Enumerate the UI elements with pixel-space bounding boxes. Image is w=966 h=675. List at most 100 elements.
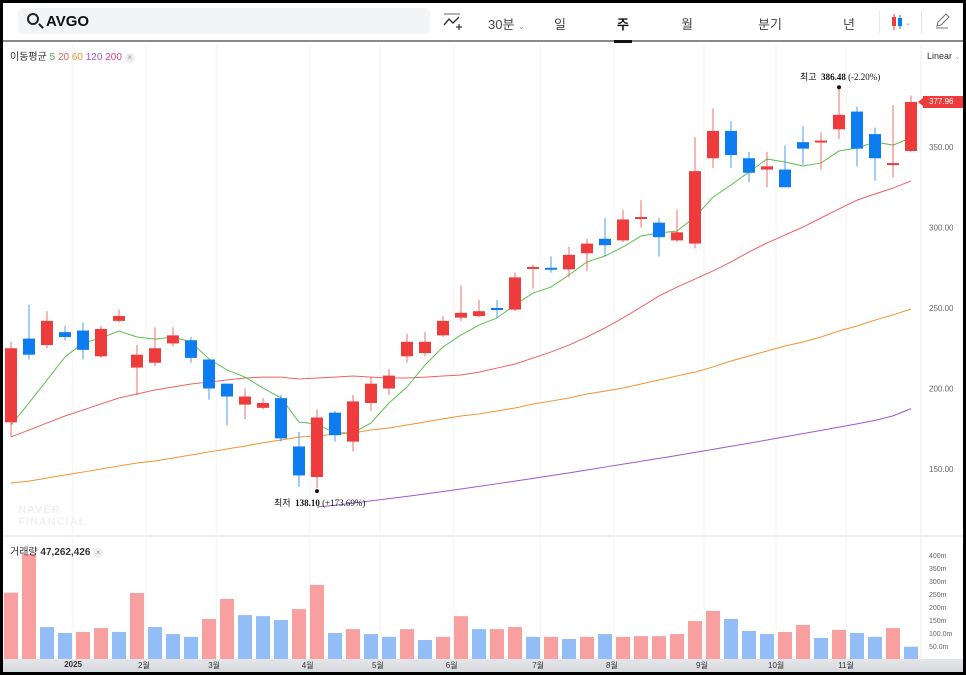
pencil-icon[interactable] <box>934 13 950 29</box>
volume-bar <box>454 616 468 659</box>
candle-body <box>905 101 917 152</box>
ma-period-20: 20 <box>57 52 70 63</box>
candle-body <box>617 219 629 241</box>
tab-week[interactable]: 주 <box>617 17 629 32</box>
volume-bar <box>616 636 630 659</box>
volume-bar <box>832 629 846 659</box>
volume-bar <box>706 610 720 659</box>
volume-tick-label: 50.0m <box>929 644 949 651</box>
candle-body <box>113 316 125 321</box>
volume-bar <box>580 636 594 659</box>
candle-body <box>797 142 809 149</box>
candle-body <box>23 338 35 355</box>
volume-bar <box>400 629 414 659</box>
volume-bar <box>742 630 756 659</box>
volume-bar <box>796 624 810 659</box>
candle-body <box>671 232 683 241</box>
volume-bar <box>238 615 252 659</box>
candle-body <box>725 130 737 156</box>
candle-body <box>167 335 179 344</box>
volume-bar <box>436 636 450 659</box>
price-tick-label: 300.00 <box>929 224 954 233</box>
ma-legend-label: 이동평균 <box>10 52 47 63</box>
volume-bar <box>544 636 558 659</box>
ma-period-120: 120 <box>85 52 103 63</box>
candle-body <box>473 311 485 317</box>
symbol-search-input[interactable]: AVGO <box>18 8 430 34</box>
volume-legend-close-button[interactable]: × <box>93 548 104 558</box>
candle-type-icon[interactable]: ⌄ <box>890 13 912 31</box>
volume-bar <box>364 634 378 659</box>
volume-bar <box>22 553 36 659</box>
search-icon <box>27 13 39 25</box>
candle-body <box>275 398 287 439</box>
chevron-down-icon: ⌄ <box>954 54 961 61</box>
candle-body <box>437 320 449 336</box>
candle-body <box>311 417 323 478</box>
interval-dropdown[interactable]: 30분 ⌄ <box>488 14 525 33</box>
time-axis-label: 7월 <box>532 661 544 670</box>
tab-quarter[interactable]: 분기 <box>758 17 782 32</box>
candle-body <box>491 308 503 310</box>
volume-bar <box>274 620 288 659</box>
ma-legend: 이동평균 5 20 60 120 200 × <box>10 48 135 63</box>
volume-bar <box>328 633 342 659</box>
high-annotation: 최고 386.48 (-2.20%) <box>800 70 880 83</box>
price-tick-label: 200.00 <box>929 385 954 394</box>
time-axis-label: 4월 <box>301 661 314 670</box>
active-tab-indicator <box>614 40 632 43</box>
volume-tick-label: 350m <box>929 566 947 573</box>
time-axis-label: 11월 <box>838 661 854 670</box>
low-annotation: 최저 138.10 (+173.69%) <box>274 496 365 509</box>
volume-tick-label: 200m <box>929 605 947 612</box>
tab-month[interactable]: 월 <box>681 17 693 32</box>
ma-legend-close-button[interactable]: × <box>124 53 135 63</box>
time-axis-label: 5월 <box>372 661 384 670</box>
low-label: 최저 <box>274 498 291 508</box>
candle-body <box>41 320 53 346</box>
candle-body <box>833 114 845 130</box>
ma5-line <box>10 137 912 434</box>
add-indicator-icon[interactable] <box>443 13 463 31</box>
candle-body <box>77 330 89 350</box>
candle-body <box>239 396 251 405</box>
candle-body <box>131 354 143 368</box>
volume-bar <box>868 636 882 659</box>
ma60-line <box>10 308 912 484</box>
volume-bar <box>184 636 198 659</box>
candle-body <box>545 267 557 270</box>
candle-body <box>509 277 521 310</box>
candle-body <box>815 140 827 143</box>
candle-body <box>635 217 647 220</box>
current-price-tag: 377.96 <box>918 96 963 108</box>
volume-bar <box>814 637 828 659</box>
time-axis[interactable]: 2025 2월 3월 4월 5월 6월 7월 8월 9월 10월 11월 <box>3 659 963 672</box>
volume-bar <box>760 634 774 659</box>
time-axis-label: 6월 <box>445 661 458 670</box>
candle-body <box>527 266 539 269</box>
candle-body <box>869 134 881 159</box>
volume-bar <box>472 629 486 659</box>
candle-body <box>221 383 233 397</box>
scale-label: Linear <box>927 51 953 61</box>
candle-body <box>383 375 395 389</box>
volume-bar <box>904 646 918 659</box>
volume-bar <box>112 631 126 659</box>
interval-label: 30분 <box>488 17 515 32</box>
tab-day[interactable]: 일 <box>554 17 566 32</box>
price-tick-label: 250.00 <box>929 304 954 313</box>
volume-bar <box>148 627 162 659</box>
volume-bar <box>382 636 396 659</box>
volume-label: 거래량 <box>10 547 38 558</box>
scale-dropdown[interactable]: Linear ⌄ <box>927 51 960 61</box>
ma20-line <box>10 180 912 438</box>
volume-bar <box>886 628 900 659</box>
tab-year[interactable]: 년 <box>843 17 855 32</box>
time-axis-label: 10월 <box>768 661 785 670</box>
price-chart[interactable]: 350.00 300.00 250.00 200.00 150.00 400m 350m 30… <box>3 3 963 672</box>
volume-bar <box>130 592 144 659</box>
svg-text:⌄: ⌄ <box>905 20 911 27</box>
candle-body <box>581 243 593 254</box>
candle-body <box>707 130 719 159</box>
volume-bar <box>670 634 684 659</box>
